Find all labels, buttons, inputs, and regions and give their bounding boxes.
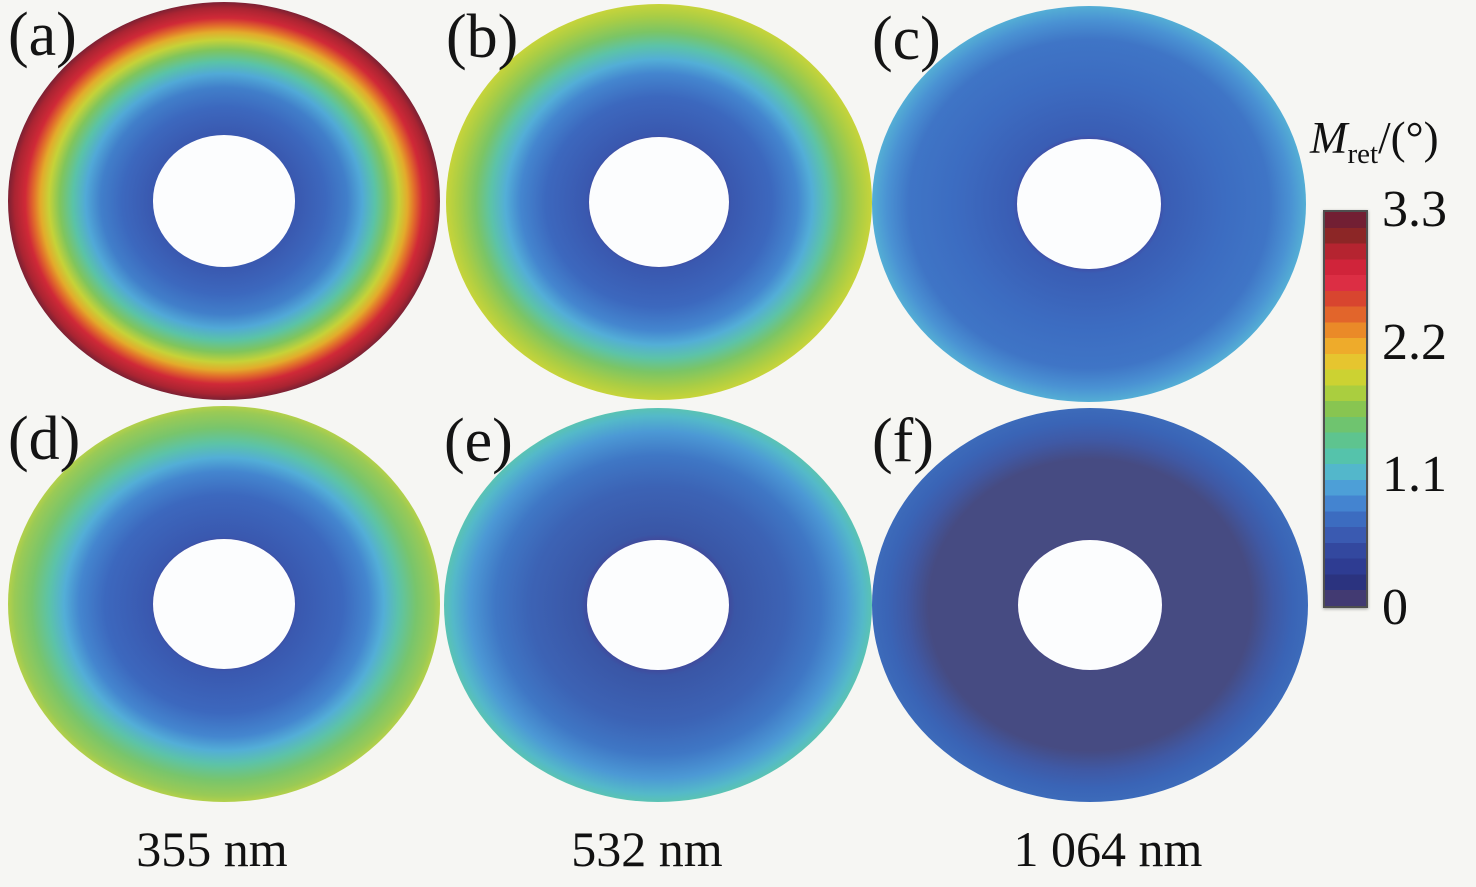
column-label-532nm: 532 nm [571, 821, 723, 877]
panel-label-b: (b) [446, 3, 519, 71]
colorbar-title-suffix: /(°) [1378, 113, 1439, 163]
colorbar-tick-1.1: 1.1 [1382, 446, 1447, 504]
colorbar-title: Mret/(°) [1310, 112, 1476, 171]
panel-label-a: (a) [8, 1, 77, 69]
colorbar-tick-3.3: 3.3 [1382, 181, 1447, 238]
colorbar [1323, 210, 1368, 608]
annulus-hole-f [1018, 539, 1162, 670]
panel-label-c: (c) [872, 5, 941, 73]
panel-e: (e) [444, 408, 872, 802]
panel-f: (f) [872, 408, 1308, 802]
column-label-1064nm: 1 064 nm [1013, 821, 1203, 877]
colorbar-title-subscript: ret [1347, 138, 1379, 170]
panel-label-f: (f) [872, 407, 934, 475]
annulus-hole-d [152, 538, 296, 670]
panel-label-d: (d) [8, 405, 81, 473]
panel-b: (b) [446, 4, 872, 400]
colorbar-title-symbol: M [1310, 113, 1348, 163]
column-label-355nm: 355 nm [136, 821, 288, 877]
colorbar-tick-2.2: 2.2 [1382, 313, 1447, 371]
panel-label-e: (e) [444, 407, 513, 475]
panel-c: (c) [872, 6, 1306, 402]
annulus-hole-a [152, 135, 296, 267]
annulus-hole-c [1017, 138, 1161, 270]
annulus-hole-b [588, 136, 730, 268]
panel-a: (a) [8, 2, 440, 400]
annulus-hole-e [587, 539, 729, 670]
panel-d: (d) [8, 406, 440, 802]
colorbar-tick-0: 0 [1382, 579, 1408, 636]
